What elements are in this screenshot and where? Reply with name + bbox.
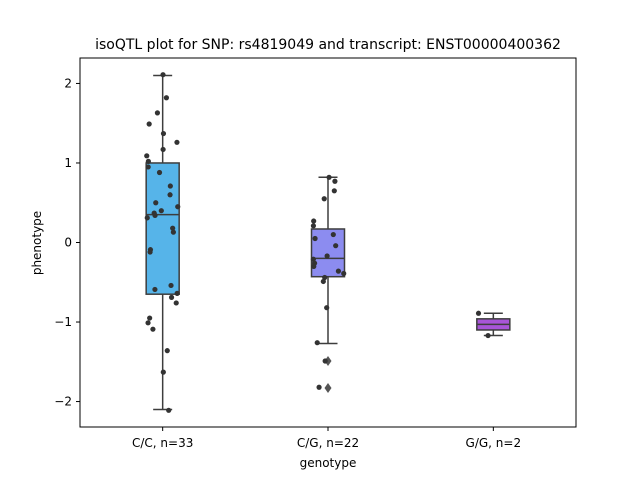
data-point (153, 200, 159, 206)
data-point (175, 204, 181, 210)
data-point (333, 243, 339, 249)
data-point (324, 305, 330, 311)
x-tick-label: C/C, n=33 (132, 436, 193, 450)
data-point (331, 188, 337, 194)
data-point (310, 256, 316, 262)
data-point (168, 294, 175, 300)
x-tick-label: C/G, n=22 (297, 436, 359, 450)
data-point (145, 164, 151, 170)
data-point (166, 407, 172, 413)
data-point (147, 249, 153, 255)
data-point (160, 146, 166, 153)
data-point (311, 263, 317, 269)
y-axis: −2 −1 0 1 2 (54, 76, 80, 409)
data-point (320, 278, 326, 285)
data-point (341, 270, 347, 277)
data-point (322, 274, 328, 281)
data-point (145, 320, 151, 326)
x-axis-label: genotype (300, 456, 357, 470)
data-point (152, 212, 158, 219)
data-point (160, 72, 166, 78)
outlier-marker (324, 383, 332, 394)
data-point (322, 358, 328, 364)
outlier-marker (324, 355, 332, 366)
data-point (145, 158, 151, 164)
data-point (170, 229, 176, 235)
y-axis-label: phenotype (30, 211, 44, 275)
data-point (168, 282, 174, 289)
box-3 (476, 312, 511, 337)
box-2 (310, 176, 346, 394)
data-point (167, 183, 173, 189)
data-point (485, 332, 491, 339)
data-point (170, 225, 176, 231)
box-series (145, 74, 511, 411)
data-point (316, 384, 322, 390)
data-point (160, 369, 166, 375)
y-tick-label: 1 (64, 156, 72, 170)
data-point (163, 95, 170, 101)
y-tick-label: −2 (54, 395, 72, 409)
data-point (147, 315, 153, 321)
y-tick-label: 0 (64, 236, 72, 250)
data-point (324, 253, 330, 259)
data-point (314, 340, 320, 346)
axes-frame (79, 57, 577, 428)
x-tick-label: G/G, n=2 (466, 436, 522, 450)
data-point (154, 110, 161, 116)
data-point (310, 223, 317, 229)
data-point (475, 310, 482, 316)
data-point (330, 231, 336, 238)
data-point (312, 235, 318, 242)
data-point (160, 130, 167, 137)
data-point (146, 121, 152, 127)
data-point (311, 218, 317, 224)
chart-title: isoQTL plot for SNP: rs4819049 and trans… (95, 37, 561, 53)
data-point (173, 300, 179, 306)
y-tick-label: 2 (64, 76, 72, 90)
data-point (150, 326, 156, 332)
data-point (326, 174, 332, 180)
x-axis: C/C, n=33 C/G, n=22 G/G, n=2 (132, 427, 521, 450)
data-point (144, 153, 150, 159)
data-point (144, 215, 150, 221)
data-point (152, 286, 158, 293)
data-point (174, 290, 180, 296)
data-point (164, 348, 170, 354)
data-point (158, 208, 164, 214)
data-point (167, 192, 173, 198)
strip-points (144, 72, 491, 413)
y-tick-label: −1 (54, 315, 72, 329)
data-point (321, 196, 327, 202)
data-point (332, 178, 338, 184)
data-point (156, 169, 163, 176)
data-point (335, 268, 342, 274)
data-point (174, 139, 180, 145)
